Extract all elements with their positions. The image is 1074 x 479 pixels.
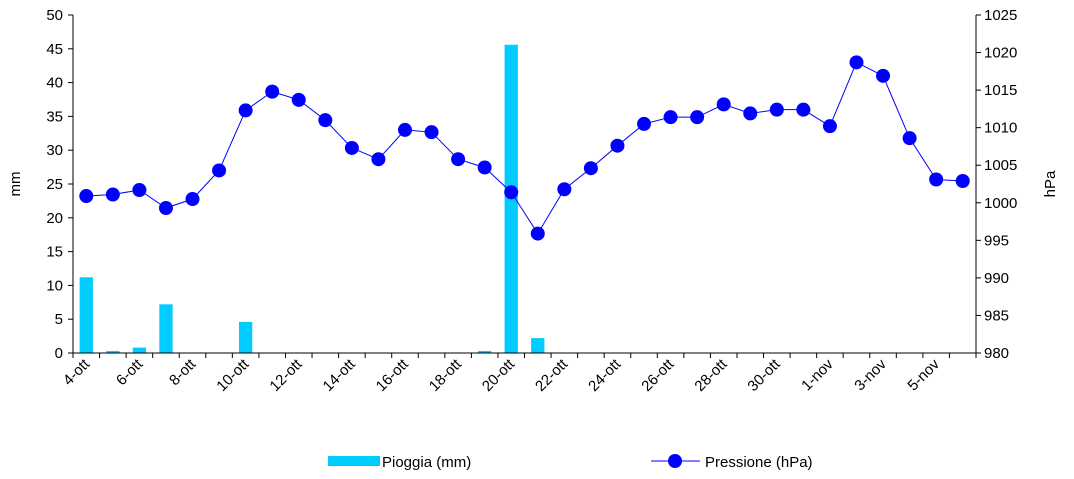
pressure-line-layer bbox=[79, 55, 970, 241]
y-right-tick-label: 1020 bbox=[984, 45, 1017, 62]
legend-label-rain: Pioggia (mm) bbox=[382, 454, 471, 471]
pressure-point bbox=[238, 103, 253, 118]
pressure-line bbox=[86, 61, 963, 235]
x-tick-label: 24-ott bbox=[585, 355, 625, 395]
legend: Pioggia (mm) Pressione (hPa) bbox=[328, 454, 813, 471]
y-right-tick-label: 1015 bbox=[984, 82, 1017, 99]
x-tick-label: 10-ott bbox=[213, 355, 253, 395]
x-tick-label: 20-ott bbox=[479, 355, 519, 395]
x-tick-label: 4-ott bbox=[60, 355, 94, 389]
y-right-tick-label: 1010 bbox=[984, 120, 1017, 137]
pressure-point bbox=[132, 183, 147, 198]
pressure-point bbox=[690, 110, 705, 125]
pressure-point bbox=[955, 173, 970, 188]
pressure-point bbox=[371, 152, 386, 167]
x-tick-label: 14-ott bbox=[320, 355, 360, 395]
rain-bars bbox=[79, 44, 545, 354]
pressure-point bbox=[477, 160, 492, 175]
y-left-tick-label: 25 bbox=[46, 176, 63, 193]
pressure-point bbox=[796, 102, 811, 117]
pressure-point bbox=[769, 102, 784, 117]
legend-swatch-rain bbox=[328, 456, 380, 466]
x-tick-label: 18-ott bbox=[426, 355, 466, 395]
pressure-point bbox=[849, 55, 864, 70]
y-axis-right-label: hPa bbox=[1042, 170, 1059, 197]
pressure-point bbox=[79, 189, 94, 204]
y-right-tick-label: 1000 bbox=[984, 195, 1017, 212]
y-left-tick-label: 10 bbox=[46, 277, 63, 294]
pressure-point bbox=[557, 182, 572, 197]
y-right-tick-label: 995 bbox=[984, 232, 1009, 249]
pressure-point bbox=[610, 138, 625, 153]
x-tick-label: 5-nov bbox=[904, 355, 943, 394]
y-left-tick-label: 30 bbox=[46, 142, 63, 159]
rain-bar bbox=[132, 347, 147, 353]
y-right-tick-label: 990 bbox=[984, 270, 1009, 287]
pressure-point bbox=[902, 131, 917, 146]
rain-bar bbox=[79, 277, 93, 353]
pressure-point bbox=[822, 119, 837, 134]
pressure-point bbox=[344, 140, 359, 155]
x-tick-label: 22-ott bbox=[532, 355, 572, 395]
pressure-point bbox=[929, 172, 944, 187]
x-tick-label: 26-ott bbox=[638, 355, 678, 395]
pressure-point bbox=[637, 116, 652, 131]
pressure-point bbox=[530, 226, 545, 241]
rain-bar bbox=[159, 304, 173, 353]
pressure-point bbox=[743, 106, 758, 121]
y-left-tick-label: 0 bbox=[55, 345, 63, 362]
y-axis-left-label: mm bbox=[7, 172, 24, 197]
pressure-point bbox=[397, 122, 412, 137]
y-left-tick-label: 5 bbox=[55, 311, 63, 328]
pressure-point bbox=[212, 163, 227, 178]
y-right-tick-label: 985 bbox=[984, 307, 1009, 324]
y-left-tick-label: 15 bbox=[46, 244, 63, 261]
y-left-tick-label: 50 bbox=[46, 7, 63, 24]
y-left-tick-label: 40 bbox=[46, 75, 63, 92]
rain-bar bbox=[531, 338, 545, 353]
pressure-point bbox=[716, 97, 731, 112]
x-tick-label: 6-ott bbox=[113, 355, 147, 389]
y-right-tick-label: 980 bbox=[984, 345, 1009, 362]
x-tick-label: 12-ott bbox=[266, 355, 306, 395]
x-tick-label: 30-ott bbox=[744, 355, 784, 395]
legend-swatch-pressure-marker bbox=[668, 454, 682, 468]
pressure-point bbox=[504, 185, 519, 200]
pressure-point bbox=[424, 125, 439, 140]
x-tick-label: 28-ott bbox=[691, 355, 731, 395]
pressure-point bbox=[451, 152, 466, 167]
x-tick-label: 8-ott bbox=[166, 355, 200, 389]
rain-bar bbox=[106, 350, 120, 353]
pressure-point bbox=[318, 113, 333, 128]
pressure-point bbox=[876, 68, 891, 83]
pressure-point bbox=[265, 84, 280, 99]
y-right-tick-label: 1025 bbox=[984, 7, 1017, 24]
x-tick-label: 1-nov bbox=[798, 355, 837, 394]
rain-bar bbox=[478, 350, 492, 353]
x-tick-label: 3-nov bbox=[851, 355, 890, 394]
legend-label-pressure: Pressione (hPa) bbox=[705, 454, 813, 471]
pressure-point bbox=[291, 92, 306, 107]
pressure-point bbox=[583, 161, 598, 176]
x-tick-label: 16-ott bbox=[373, 355, 413, 395]
y-right-tick-label: 1005 bbox=[984, 157, 1017, 174]
pressure-point bbox=[663, 110, 678, 125]
pressure-point bbox=[158, 201, 173, 216]
y-left-tick-label: 45 bbox=[46, 41, 63, 58]
pressure-point bbox=[105, 187, 120, 202]
rain-bar bbox=[238, 321, 253, 353]
y-left-tick-label: 35 bbox=[46, 108, 63, 125]
pressure-point bbox=[185, 192, 200, 207]
y-left-tick-label: 20 bbox=[46, 210, 63, 227]
